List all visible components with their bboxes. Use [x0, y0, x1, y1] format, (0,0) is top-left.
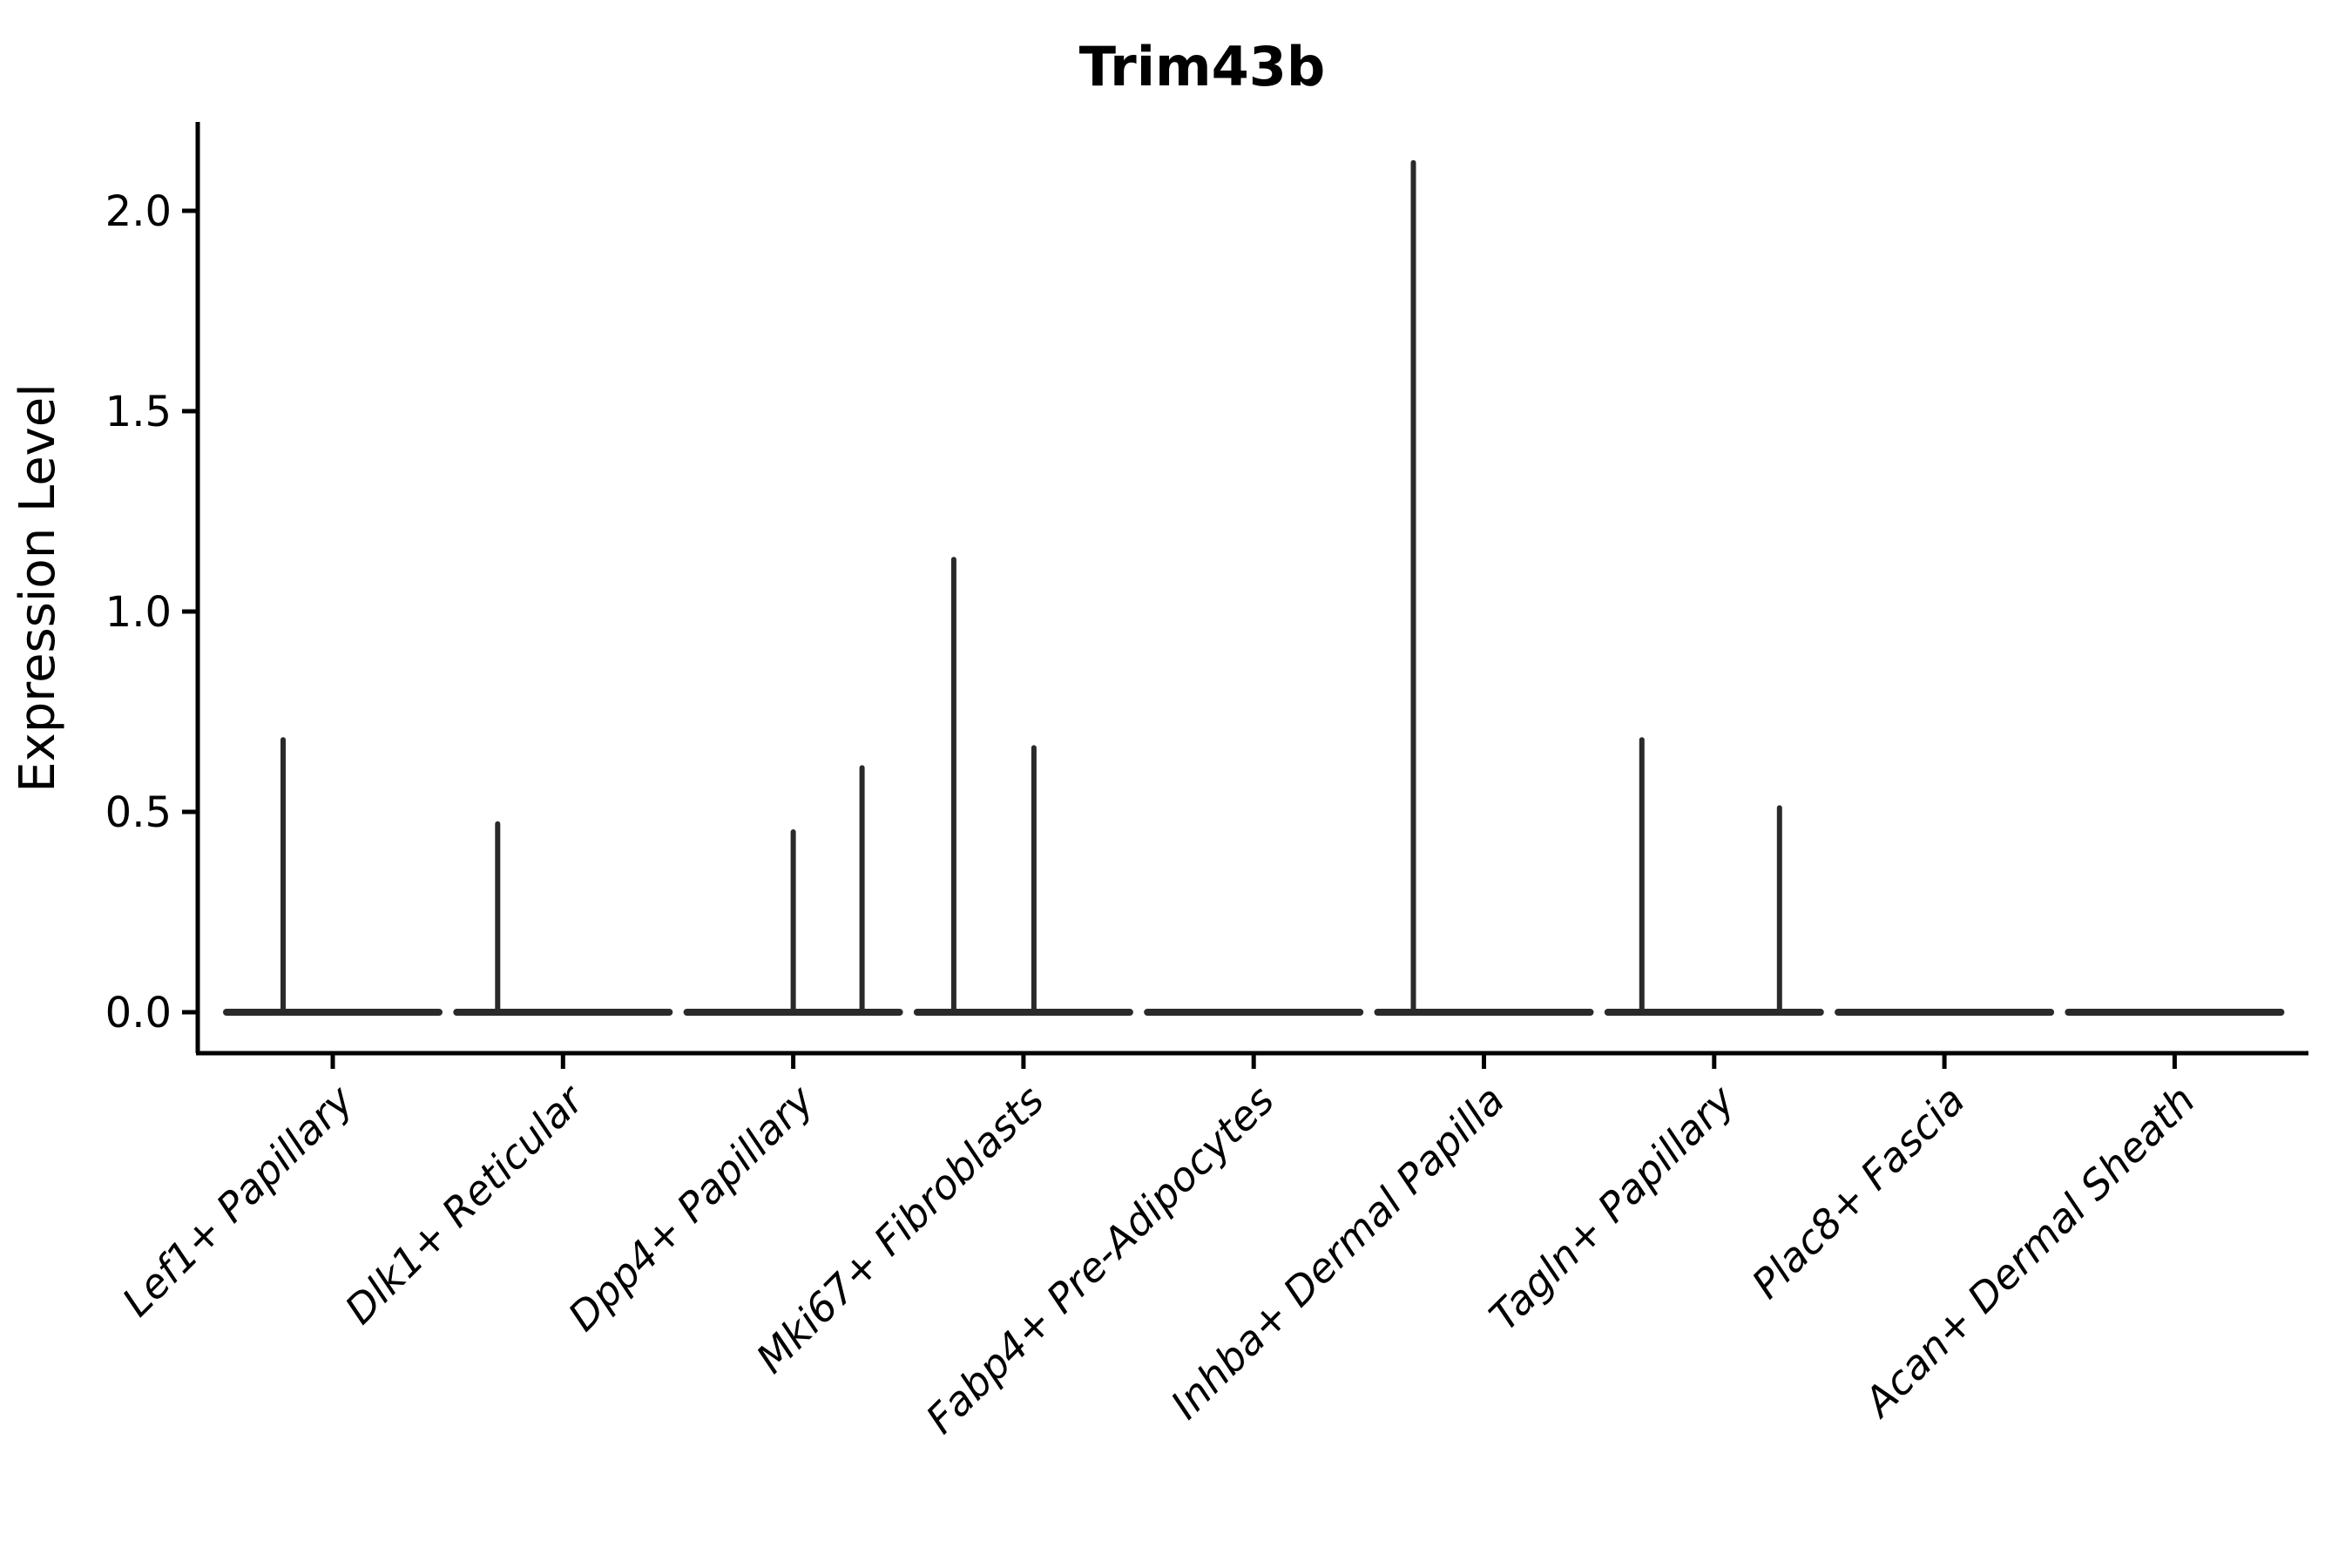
chart-title: Trim43b — [1079, 35, 1326, 98]
y-tick-label: 0.0 — [105, 989, 172, 1037]
violins-layer — [223, 159, 2285, 1016]
y-tick-label: 1.0 — [105, 588, 172, 637]
y-tick-label: 0.5 — [105, 788, 172, 837]
y-axis-label: Expression Level — [10, 383, 66, 793]
y-tick-label: 2.0 — [105, 187, 172, 236]
x-tick-label: Plac8+ Fascia — [1742, 1077, 1973, 1308]
x-tick-label: Dpp4+ Papillary — [559, 1076, 823, 1340]
x-tick-label: Dlk1+ Reticular — [335, 1074, 594, 1333]
x-tick-label: Lef1+ Papillary — [113, 1076, 362, 1325]
y-tick-label: 1.5 — [105, 388, 172, 436]
x-tick-label: Tagln+ Papillary — [1480, 1076, 1744, 1340]
